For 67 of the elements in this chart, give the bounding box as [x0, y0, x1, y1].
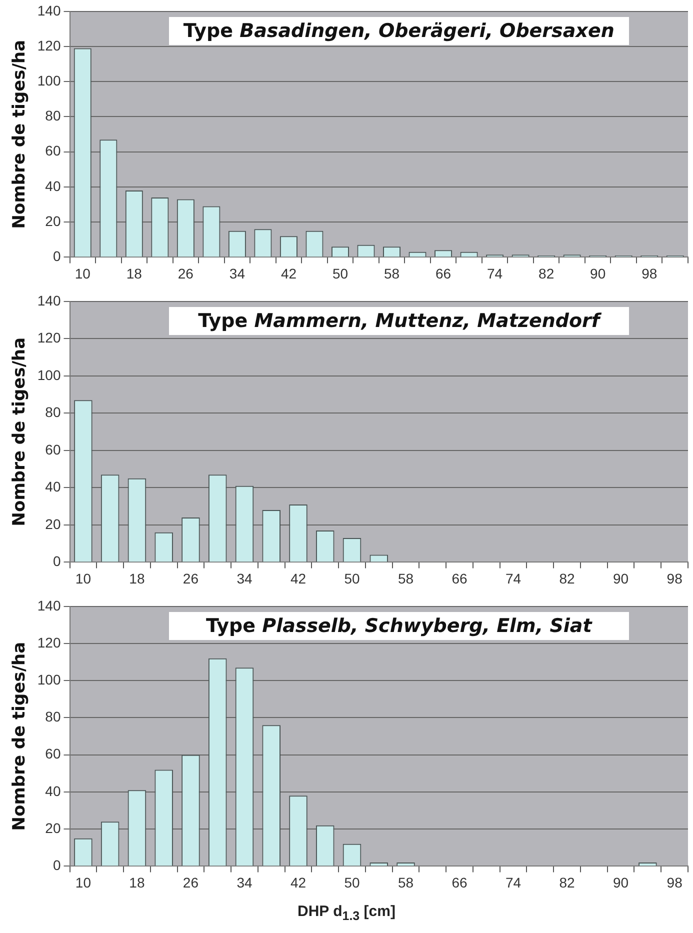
x-tick-label: 58 — [398, 570, 414, 586]
y-tick-label: 140 — [37, 2, 61, 18]
y-tick-label: 0 — [52, 248, 61, 264]
y-tick-label: 40 — [45, 782, 61, 799]
x-tick-label: 26 — [182, 874, 199, 890]
y-tick-label: 20 — [45, 516, 61, 532]
y-tick-label: 40 — [45, 178, 61, 194]
x-tick-label: 50 — [332, 265, 348, 282]
x-tick-label: 10 — [74, 265, 91, 282]
x-tick-label: 98 — [666, 874, 683, 890]
x-tick-label: 66 — [452, 874, 468, 890]
x-tick-label: 98 — [666, 570, 683, 586]
x-tick-label: 34 — [229, 265, 246, 282]
x-tick-label: 82 — [559, 570, 576, 586]
x-tick-label: 18 — [129, 570, 145, 586]
y-tick-label: 20 — [45, 820, 61, 836]
x-tick-label: 66 — [435, 265, 452, 282]
x-tick-label: 42 — [290, 570, 306, 586]
x-tick-label: 82 — [559, 874, 576, 890]
x-tick-label: 10 — [75, 570, 92, 586]
x-tick-label: 10 — [75, 874, 92, 890]
y-tick-label: 80 — [45, 108, 61, 124]
x-tick-label: 90 — [613, 874, 629, 890]
y-tick-label: 120 — [37, 37, 61, 54]
x-tick-label: 58 — [384, 265, 400, 282]
x-tick-label: 26 — [182, 570, 199, 586]
x-tick-label: 90 — [590, 265, 606, 282]
y-tick-label: 0 — [52, 553, 61, 570]
y-tick-label: 140 — [37, 292, 61, 308]
x-tick-label: 18 — [129, 874, 145, 890]
y-tick-label: 100 — [37, 72, 61, 88]
y-tick-label: 120 — [37, 330, 61, 346]
y-tick-label: 40 — [45, 478, 61, 495]
title-box: Type Plasselb, Schwyberg, Elm, Siat — [168, 612, 629, 640]
x-tick-label: 50 — [344, 874, 360, 890]
y-tick-label: 80 — [45, 708, 61, 725]
x-tick-label: 90 — [613, 570, 629, 586]
y-tick-label: 80 — [45, 404, 61, 420]
x-tick-label: 26 — [178, 265, 194, 282]
y-tick-label: 100 — [37, 671, 61, 688]
y-tick-label: 60 — [45, 746, 61, 762]
x-tick-label: 18 — [126, 265, 142, 282]
x-tick-label: 50 — [344, 570, 360, 586]
y-axis-title: Nombre de tiges/ha — [10, 337, 30, 526]
title-box: Type Basadingen, Oberägeri, Obersaxen — [168, 17, 629, 46]
y-axis-title: Nombre de tiges/ha — [10, 40, 30, 229]
x-tick-label: 42 — [280, 265, 297, 282]
y-axis-title: Nombre de tiges/ha — [10, 642, 30, 831]
y-tick-label: 20 — [45, 212, 61, 229]
x-tick-label: 42 — [290, 874, 306, 890]
x-tick-label: 34 — [236, 874, 252, 890]
y-tick-label: 100 — [37, 366, 61, 383]
y-tick-label: 120 — [37, 634, 61, 650]
title-box: Type Mammern, Muttenz, Matzendorf — [168, 307, 629, 336]
x-tick-label: 34 — [236, 570, 252, 586]
x-tick-label: 82 — [538, 265, 554, 282]
y-tick-label: 60 — [45, 441, 61, 458]
y-tick-label: 140 — [37, 597, 61, 614]
x-tick-label: 98 — [642, 265, 658, 282]
y-tick-label: 0 — [52, 857, 61, 874]
x-tick-label: 74 — [505, 570, 522, 586]
x-tick-label: 58 — [398, 874, 414, 890]
y-tick-label: 60 — [45, 142, 61, 159]
x-axis-title: DHP d$_{1.3}$ [cm] — [296, 903, 396, 923]
x-tick-label: 74 — [487, 265, 503, 282]
x-tick-label: 66 — [452, 570, 468, 586]
x-tick-label: 74 — [505, 874, 522, 890]
